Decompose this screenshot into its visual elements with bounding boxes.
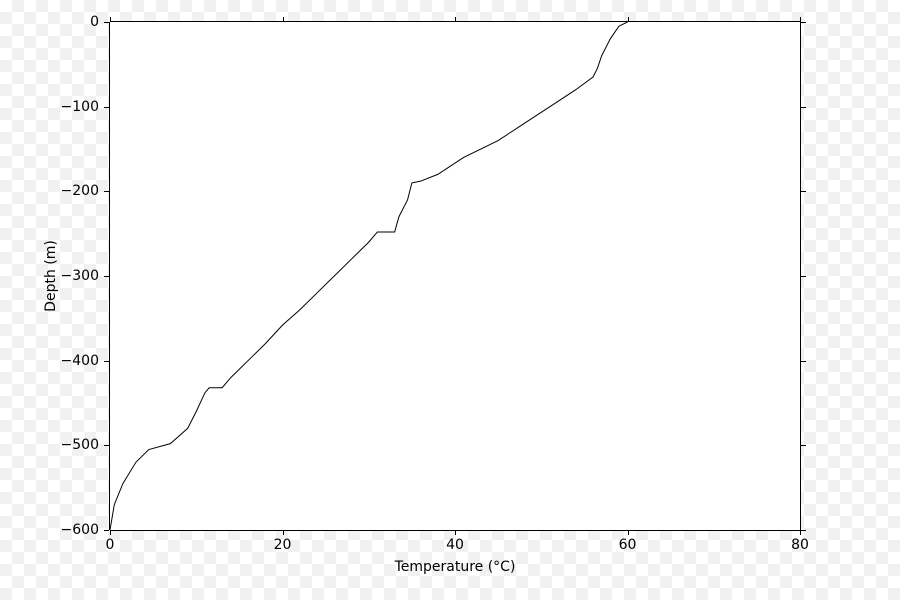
line-series	[0, 0, 900, 600]
chart-canvas: 020406080 −600−500−400−300−200−1000 Temp…	[0, 0, 900, 600]
temperature-depth-line	[110, 22, 628, 530]
